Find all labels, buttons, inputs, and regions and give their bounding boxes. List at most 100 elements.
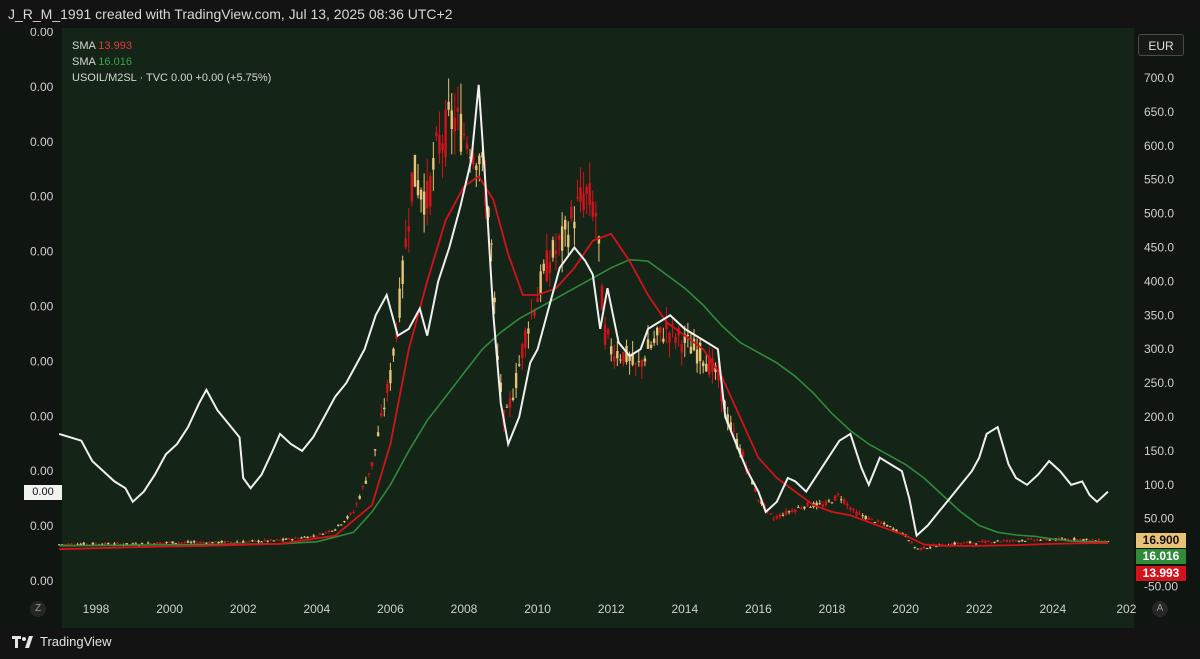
candle-body [984, 540, 987, 544]
candle-body [327, 530, 331, 533]
tradingview-brand[interactable]: TradingView [12, 633, 112, 651]
candle-body [993, 541, 996, 543]
candle-body [729, 422, 732, 431]
candle-body [818, 503, 821, 505]
candle-body [214, 541, 217, 543]
candle-body [281, 538, 285, 541]
left-axis-tick-label: 0.00 [30, 190, 54, 204]
candle-body [349, 512, 352, 514]
candle-body [1082, 539, 1085, 541]
left-axis-tick-label: 0.00 [30, 354, 54, 368]
currency-button[interactable]: EUR [1138, 34, 1184, 56]
candle-body [511, 397, 515, 400]
candle-body [251, 540, 254, 542]
candle-body [907, 540, 910, 542]
candle-body [410, 172, 414, 202]
candle-body [941, 543, 944, 545]
x-axis-tick-label: 2006 [377, 602, 404, 616]
candle-body [165, 541, 168, 543]
candle-body [220, 541, 223, 543]
legend-sma2[interactable]: SMA 16.016 [72, 54, 271, 70]
candle-body [913, 547, 916, 549]
candle-body [576, 196, 579, 199]
candle-body [116, 543, 119, 545]
legend-sma1[interactable]: SMA 13.993 [72, 38, 271, 54]
candle-body [505, 406, 509, 408]
candle-body [426, 181, 429, 209]
candle-body [570, 206, 573, 219]
candle-body [815, 502, 818, 507]
candle-body [876, 520, 880, 522]
candle-body [462, 133, 466, 136]
candle-body [1002, 540, 1005, 542]
candle-body [732, 430, 736, 432]
legend-main-series[interactable]: USOIL/M2SL · TVC 0.00 +0.00 (+5.75%) [72, 72, 272, 84]
candle-body [754, 487, 757, 492]
candle-body [622, 352, 625, 364]
candle-body [321, 533, 325, 535]
candle-body [370, 462, 374, 467]
candle-body [852, 508, 855, 511]
candle-body [217, 541, 220, 544]
candle-body [162, 542, 165, 544]
candle-body [800, 508, 803, 510]
candle-body [702, 362, 705, 367]
candle-body [490, 243, 493, 245]
candle-body [836, 493, 840, 495]
candle-body [300, 537, 303, 539]
candle-body [85, 543, 88, 545]
candle-body [634, 363, 637, 365]
candle-body [882, 522, 886, 525]
candle-body [401, 260, 404, 285]
candle-body [1005, 539, 1008, 542]
candle-body [521, 344, 524, 359]
candle-body [226, 540, 230, 542]
candle-body [361, 486, 364, 488]
candle-body [275, 539, 279, 541]
candle-body [597, 236, 601, 244]
candle-body [803, 506, 806, 509]
candle-body [159, 542, 162, 545]
candle-body [404, 238, 407, 248]
candle-body [1024, 540, 1027, 542]
auto-scale-button[interactable]: A [1152, 601, 1168, 617]
candle-body [266, 540, 269, 542]
candle-body [1066, 538, 1070, 541]
candle-body [58, 544, 61, 546]
candle-body [524, 330, 527, 348]
left-axis-tick-label: 0.00 [30, 300, 54, 314]
candle-body [1039, 539, 1042, 541]
candle-body [438, 134, 441, 154]
right-axis-tick-label: 50.00 [1144, 512, 1174, 526]
candle-body [925, 548, 929, 550]
candle-body [288, 538, 291, 540]
candle-body [82, 542, 85, 545]
right-axis-tick-label: 600.0 [1144, 139, 1174, 153]
candle-body [364, 480, 368, 484]
candle-body [772, 518, 775, 520]
candle-body [953, 542, 956, 545]
candle-body [367, 473, 371, 475]
candle-body [278, 540, 282, 542]
candle-body [870, 518, 874, 520]
candle-body [959, 543, 962, 545]
candle-body [1008, 540, 1012, 542]
timezone-button[interactable]: Z [30, 601, 46, 617]
chart-canvas[interactable]: 0.00 0.00 0.00 0.00 0.00 0.00 0.00 0.00 0.00 0.00… [0, 28, 1200, 628]
candle-body [545, 250, 548, 282]
candle-body [1091, 539, 1094, 541]
candle-body [662, 338, 665, 342]
candle-body [150, 543, 153, 545]
candle-body [324, 531, 328, 533]
plot-area[interactable] [62, 28, 1134, 628]
candle-body [600, 285, 604, 310]
candle-body [751, 480, 754, 485]
x-axis-tick-label: 2016 [745, 602, 772, 616]
candle-body [183, 541, 187, 543]
candle-body [171, 541, 174, 544]
right-axis-tick-label: 450.0 [1144, 241, 1174, 255]
candle-body [974, 543, 978, 545]
right-axis-tick-label: 300.0 [1144, 342, 1174, 356]
candle-body [441, 143, 444, 151]
candle-body [91, 542, 95, 545]
